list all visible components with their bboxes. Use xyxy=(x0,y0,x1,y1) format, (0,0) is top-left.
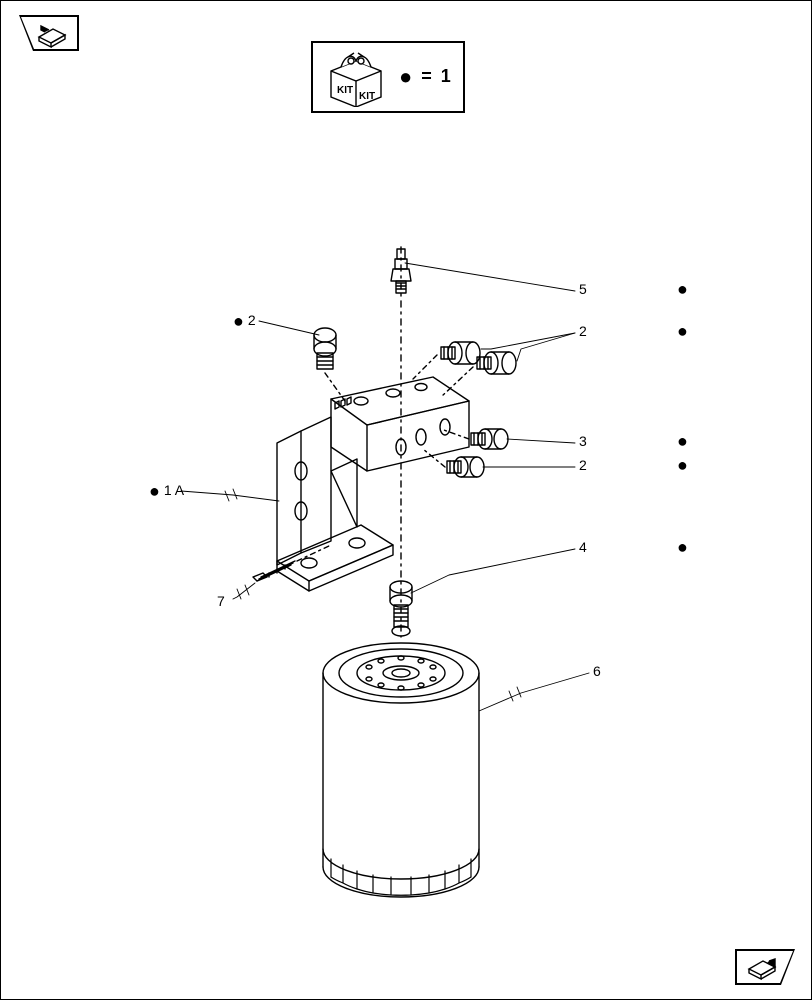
dot-col-5: ● xyxy=(677,537,692,558)
part-2-right-upper xyxy=(441,342,480,364)
part-2-right-upper-b xyxy=(477,352,516,374)
callout-2-right-lower: 2 xyxy=(579,457,587,473)
callout-5: 5 xyxy=(579,281,587,297)
callout-4: 4 xyxy=(579,539,587,555)
part-3 xyxy=(471,429,508,449)
dot-col-3: ● xyxy=(677,431,692,452)
callout-1A: ●1 A xyxy=(149,481,184,502)
callout-7: 7 xyxy=(217,593,225,609)
part-1A-block-bracket xyxy=(277,377,469,591)
part-6-filter xyxy=(323,643,479,897)
dot-col-4: ● xyxy=(677,455,692,476)
callout-2-right-upper: 2 xyxy=(579,323,587,339)
part-2-right-lower xyxy=(447,457,484,477)
dot-col-2: ● xyxy=(677,321,692,342)
page-frame: KIT KIT ● = 1 xyxy=(0,0,812,1000)
callout-6: 6 xyxy=(593,663,601,679)
dot-col-1: ● xyxy=(677,279,692,300)
exploded-diagram xyxy=(1,1,812,1001)
callout-3: 3 xyxy=(579,433,587,449)
callout-2-left: ●2 xyxy=(233,311,256,332)
